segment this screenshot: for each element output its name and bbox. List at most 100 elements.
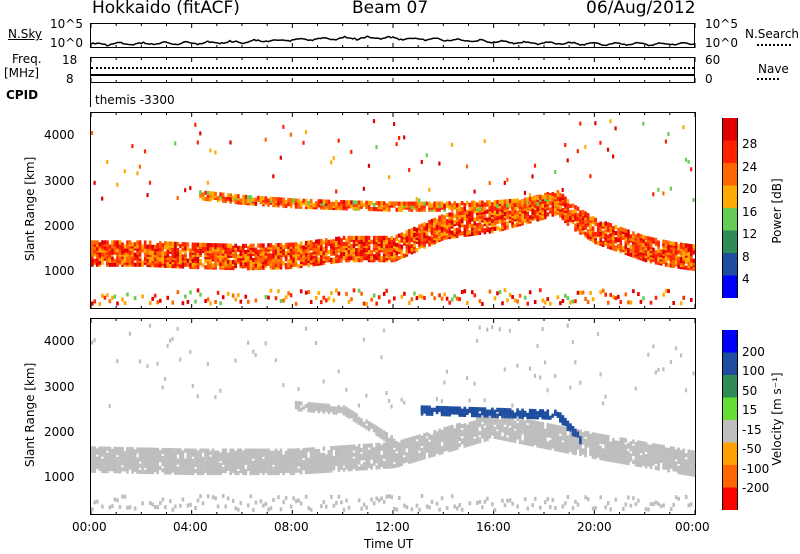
data-cell (489, 181, 491, 185)
data-cell (323, 296, 326, 300)
data-cell (476, 203, 479, 207)
data-cell (131, 144, 133, 148)
data-cell (207, 191, 210, 195)
data-cell (398, 256, 401, 260)
data-cell (229, 449, 232, 453)
data-cell (290, 461, 293, 465)
data-cell (194, 257, 197, 261)
data-cell (300, 289, 303, 293)
data-cell (91, 302, 94, 306)
data-cell (315, 407, 318, 411)
data-cell (262, 453, 265, 457)
data-cell (479, 326, 481, 330)
data-cell (212, 495, 215, 499)
data-cell (119, 246, 122, 250)
data-cell (242, 455, 245, 459)
data-cell (423, 451, 426, 455)
data-cell (300, 258, 303, 262)
data-cell (207, 449, 210, 453)
data-cell (285, 451, 288, 455)
data-cell (124, 495, 127, 499)
data-cell (177, 196, 179, 200)
data-cell (104, 296, 107, 300)
data-cell (222, 467, 225, 471)
data-cell (295, 263, 298, 267)
data-cell (260, 196, 263, 200)
data-cell (484, 398, 486, 402)
data-cell (119, 257, 122, 261)
data-cell (99, 261, 102, 265)
data-cell (504, 288, 507, 292)
data-cell (282, 125, 284, 129)
data-cell (101, 253, 104, 257)
data-cell (265, 196, 268, 200)
data-cell (247, 503, 250, 507)
data-cell (257, 244, 260, 248)
data-cell (91, 341, 93, 345)
data-cell (315, 403, 318, 407)
data-cell (300, 408, 303, 412)
data-cell (227, 260, 230, 264)
data-cell (350, 200, 353, 204)
data-cell (481, 207, 484, 211)
data-cell (307, 470, 310, 474)
data-cell (106, 453, 109, 457)
data-cell (398, 234, 401, 238)
data-cell (229, 197, 232, 201)
data-cell (403, 254, 406, 258)
data-cell (398, 446, 401, 450)
data-cell (197, 141, 199, 145)
data-cell (192, 243, 195, 247)
data-cell (443, 204, 446, 208)
data-cell (154, 456, 157, 460)
data-cell (552, 198, 555, 202)
data-cell (270, 469, 273, 473)
data-cell (320, 504, 323, 508)
data-cell (318, 199, 321, 203)
data-cell (630, 234, 633, 238)
data-cell (363, 256, 366, 260)
data-cell (363, 503, 366, 507)
data-cell (388, 254, 391, 258)
data-cell (199, 463, 202, 467)
data-cell (592, 216, 595, 220)
data-cell (401, 202, 404, 206)
data-cell (119, 250, 122, 254)
data-cell (282, 455, 285, 459)
data-cell (119, 447, 122, 451)
data-cell (474, 433, 477, 437)
data-cell (584, 211, 587, 215)
data-cell (443, 215, 446, 219)
data-cell (250, 264, 253, 268)
data-cell (577, 217, 580, 221)
data-cell (343, 468, 346, 472)
data-cell (305, 495, 308, 499)
data-cell (436, 502, 439, 506)
data-cell (151, 257, 154, 261)
data-cell (416, 248, 419, 252)
data-cell (612, 155, 614, 159)
data-cell (262, 243, 265, 247)
data-cell (375, 302, 378, 306)
data-cell (295, 242, 298, 246)
data-cell (174, 466, 177, 470)
data-cell (418, 508, 421, 512)
data-cell (441, 399, 443, 403)
data-cell (464, 413, 467, 417)
data-cell (401, 206, 404, 210)
data-cell (262, 459, 265, 463)
data-cell (688, 248, 691, 252)
data-cell (461, 424, 464, 428)
data-cell (536, 196, 539, 200)
data-cell (685, 158, 687, 162)
data-cell (363, 187, 365, 191)
data-cell (270, 243, 273, 247)
data-cell (114, 259, 117, 263)
data-cell (385, 436, 388, 440)
data-cell (597, 223, 600, 227)
data-cell (141, 294, 144, 298)
data-cell (159, 450, 162, 454)
data-cell (368, 201, 371, 205)
data-cell (197, 457, 200, 461)
data-cell (167, 296, 170, 300)
